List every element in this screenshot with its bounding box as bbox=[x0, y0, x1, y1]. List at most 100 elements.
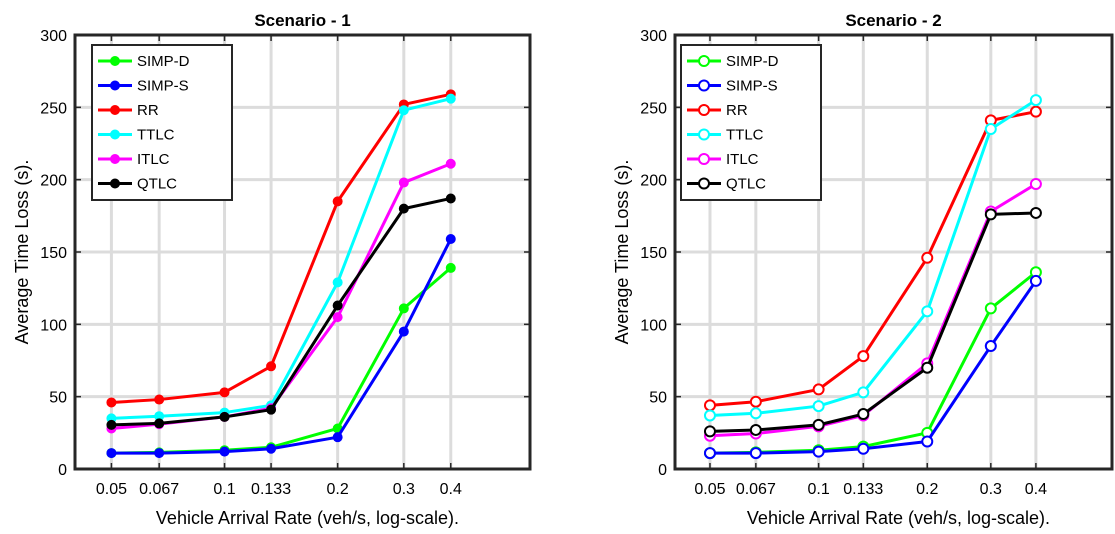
x-tick-label: 0.2 bbox=[327, 481, 349, 498]
legend-swatch-marker bbox=[110, 178, 120, 189]
data-point bbox=[219, 387, 230, 398]
chart-title: Scenario - 2 bbox=[845, 11, 941, 30]
data-point bbox=[398, 203, 409, 214]
data-point bbox=[332, 300, 343, 311]
axes-box bbox=[673, 33, 1114, 471]
data-point bbox=[921, 251, 934, 264]
data-point bbox=[984, 340, 997, 353]
data-point bbox=[984, 302, 997, 315]
legend: SIMP-D SIMP-S RR TTLC ITLC QTLC bbox=[91, 44, 233, 201]
y-axis-label: Average Time Loss (s). bbox=[612, 160, 632, 345]
data-point bbox=[445, 93, 456, 104]
x-tick-label: 0.4 bbox=[440, 481, 462, 498]
data-point bbox=[703, 425, 716, 438]
data-point bbox=[812, 400, 825, 413]
x-tick-label: 0.067 bbox=[736, 481, 776, 498]
data-point bbox=[266, 443, 277, 454]
data-point bbox=[749, 423, 762, 436]
data-point bbox=[106, 397, 117, 408]
data-point bbox=[332, 196, 343, 207]
data-point bbox=[1029, 178, 1042, 191]
data-point bbox=[812, 418, 825, 431]
data-point bbox=[749, 447, 762, 460]
data-point bbox=[984, 123, 997, 136]
x-tick-label: 0.3 bbox=[980, 481, 1002, 498]
x-axis-label: Vehicle Arrival Rate (veh/s, log-scale). bbox=[747, 508, 1050, 528]
x-axis-label: Vehicle Arrival Rate (veh/s, log-scale). bbox=[156, 508, 459, 528]
legend-swatch-marker bbox=[110, 105, 120, 115]
y-tick-label: 200 bbox=[40, 173, 67, 190]
y-tick-label: 200 bbox=[640, 173, 667, 190]
legend-entry-rr: RR bbox=[137, 102, 159, 119]
y-tick-label: 100 bbox=[40, 317, 67, 334]
data-point bbox=[921, 305, 934, 318]
legend-entry-itlc: ITLC bbox=[726, 151, 759, 168]
data-point bbox=[219, 411, 230, 422]
data-point bbox=[332, 277, 343, 288]
data-point bbox=[266, 361, 277, 372]
axes-box bbox=[73, 33, 532, 471]
data-point bbox=[1029, 105, 1042, 118]
data-point bbox=[1029, 274, 1042, 287]
legend-swatch-marker bbox=[110, 80, 120, 91]
legend-entry-ttlc: TTLC bbox=[726, 127, 764, 144]
data-point bbox=[398, 177, 409, 188]
data-point bbox=[812, 383, 825, 396]
legend-swatch-marker bbox=[698, 55, 710, 67]
x-tick-label: 0.2 bbox=[916, 481, 938, 498]
x-tick-label: 0.05 bbox=[96, 481, 127, 498]
data-point bbox=[106, 448, 117, 459]
data-point bbox=[1029, 94, 1042, 107]
data-point bbox=[154, 418, 165, 429]
data-point bbox=[749, 407, 762, 420]
legend-entry-qtlc: QTLC bbox=[726, 176, 766, 193]
data-point bbox=[703, 447, 716, 460]
data-point bbox=[219, 446, 230, 457]
legend-entry-itlc: ITLC bbox=[137, 151, 170, 168]
legend-swatch-marker bbox=[698, 153, 710, 165]
data-point bbox=[398, 326, 409, 337]
legend-entry-qtlc: QTLC bbox=[137, 176, 177, 193]
x-tick-label: 0.3 bbox=[393, 481, 415, 498]
data-point bbox=[398, 105, 409, 116]
y-tick-label: 0 bbox=[658, 462, 667, 479]
legend-entry-simp-s: SIMP-S bbox=[137, 78, 189, 95]
chart-panel-1: 0.05 0.067 0.1 0.133 0.2 0.3 0.4 0 50 100 150 200 25… bbox=[12, 11, 532, 528]
data-point bbox=[332, 312, 343, 323]
legend-entry-simp-d: SIMP-D bbox=[137, 53, 190, 70]
data-point bbox=[857, 442, 870, 455]
x-tick-label: 0.1 bbox=[213, 481, 235, 498]
data-point bbox=[857, 408, 870, 421]
x-tick-label: 0.4 bbox=[1025, 481, 1047, 498]
data-point bbox=[266, 404, 277, 415]
data-point bbox=[984, 208, 997, 221]
x-tick-label: 0.133 bbox=[251, 481, 291, 498]
data-point bbox=[445, 233, 456, 244]
legend-swatch-marker bbox=[698, 104, 710, 116]
y-tick-label: 300 bbox=[40, 28, 67, 45]
data-point bbox=[812, 445, 825, 458]
data-point bbox=[703, 409, 716, 422]
y-tick-label: 150 bbox=[40, 245, 67, 262]
y-tick-label: 100 bbox=[640, 317, 667, 334]
legend-entry-rr: RR bbox=[726, 102, 748, 119]
chart-panel-2: 0.05 0.067 0.1 0.133 0.2 0.3 0.4 0 50 100 150 200 25… bbox=[612, 11, 1114, 528]
data-point bbox=[703, 399, 716, 412]
data-point bbox=[154, 394, 165, 405]
data-point bbox=[332, 432, 343, 443]
legend: SIMP-D SIMP-S RR TTLC ITLC QTLC bbox=[680, 44, 822, 201]
data-point bbox=[857, 350, 870, 363]
legend-swatch-marker bbox=[110, 129, 120, 140]
y-tick-label: 50 bbox=[49, 390, 67, 407]
y-tick-label: 0 bbox=[58, 462, 67, 479]
x-tick-label: 0.133 bbox=[843, 481, 883, 498]
y-axis-label: Average Time Loss (s). bbox=[12, 160, 32, 345]
data-point bbox=[921, 435, 934, 448]
data-point bbox=[445, 158, 456, 169]
legend-swatch-marker bbox=[698, 128, 710, 141]
data-point bbox=[154, 448, 165, 459]
x-tick-label: 0.1 bbox=[807, 481, 829, 498]
data-point bbox=[445, 193, 456, 204]
data-point bbox=[857, 386, 870, 399]
